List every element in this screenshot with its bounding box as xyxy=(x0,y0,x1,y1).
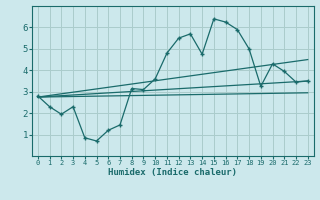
X-axis label: Humidex (Indice chaleur): Humidex (Indice chaleur) xyxy=(108,168,237,177)
